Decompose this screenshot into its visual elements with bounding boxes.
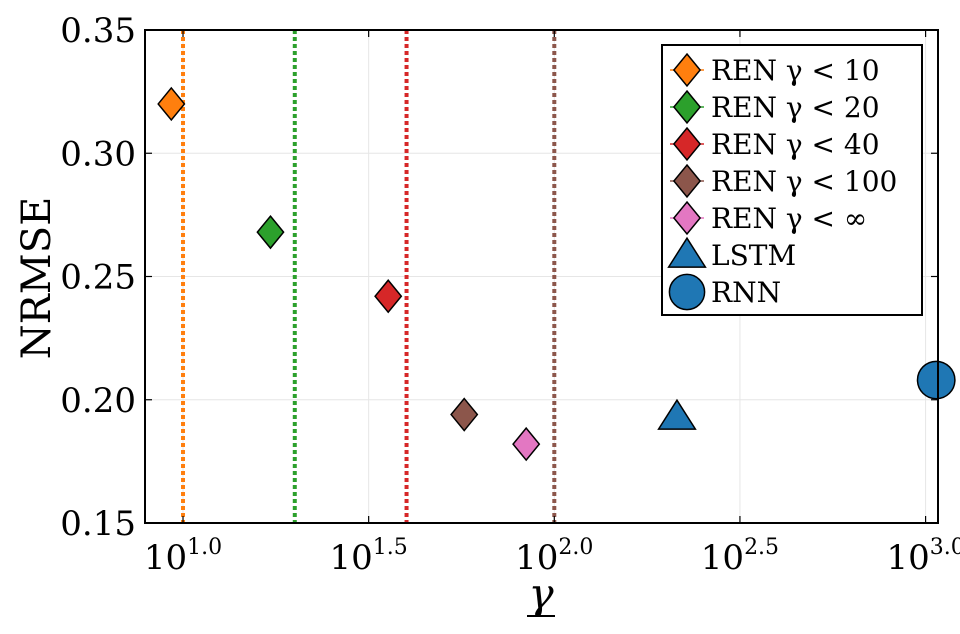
legend-entry: REN γ < 20 — [670, 89, 880, 125]
data-point — [157, 86, 186, 122]
y-tick-label: 0.15 — [60, 504, 136, 544]
x-axis-label-text: γ — [528, 569, 554, 618]
x-tick-label: 101.5 — [330, 535, 408, 578]
x-tick-label-exponent: 1.0 — [187, 535, 222, 560]
x-tick-label-exponent: 2.5 — [744, 535, 779, 560]
legend-marker — [668, 273, 706, 311]
legend-label: RNN — [711, 276, 781, 309]
x-tick-label: 102.5 — [701, 535, 779, 578]
legend-marker — [672, 200, 702, 236]
x-tick-label-base: 10 — [144, 538, 187, 578]
legend-marker — [672, 126, 702, 162]
legend-label: REN γ < 100 — [711, 165, 897, 198]
axis-ticks: 101.0 101.5 102.0 102.5 103.00.150.200.250.3… — [60, 11, 960, 578]
legend-entry: REN γ < 100 — [670, 163, 897, 199]
legend-marker — [672, 163, 702, 199]
y-tick-label: 0.35 — [60, 11, 136, 51]
x-tick-label: 101.0 — [144, 535, 222, 578]
legend-entry: LSTM — [667, 236, 796, 272]
x-tick-label-base: 10 — [886, 538, 929, 578]
data-point — [450, 397, 479, 432]
x-tick-label: 102.0 — [515, 535, 593, 578]
data-point — [916, 360, 956, 400]
y-tick-label: 0.30 — [60, 134, 136, 174]
data-point — [256, 214, 285, 250]
data-points — [157, 86, 956, 462]
legend-entry: RNN — [668, 273, 781, 311]
x-tick-label-exponent: 1.5 — [373, 535, 408, 560]
x-tick-label-exponent: 3.0 — [930, 535, 960, 560]
data-point — [374, 279, 403, 314]
x-tick-label-base: 10 — [701, 538, 744, 578]
x-tick-label-base: 10 — [330, 538, 373, 578]
y-tick-label: 0.25 — [60, 258, 136, 298]
x-tick-label-exponent: 2.0 — [558, 535, 593, 560]
legend-box — [661, 44, 923, 316]
legend-marker — [667, 236, 707, 268]
legend: REN γ < 10 REN γ < 20 REN γ < 40 REN γ < 10… — [661, 44, 923, 316]
legend-entry: REN γ < ∞ — [670, 200, 867, 236]
legend-marker — [672, 52, 702, 88]
y-tick-label: 0.20 — [60, 381, 136, 421]
bound-lines — [181, 30, 557, 523]
y-axis-label: NRMSE — [14, 197, 60, 360]
data-point — [657, 398, 697, 430]
legend-label: LSTM — [711, 239, 796, 272]
x-axis-label: γ — [527, 569, 555, 618]
legend-label: REN γ < 20 — [711, 91, 880, 124]
x-tick-label: 103.0 — [886, 535, 960, 578]
legend-label: REN γ < 10 — [711, 54, 880, 87]
legend-marker — [672, 89, 702, 125]
legend-label: REN γ < 40 — [711, 128, 880, 161]
x-tick-label-base: 10 — [515, 538, 558, 578]
legend-entry: REN γ < 40 — [670, 126, 880, 162]
data-point — [512, 426, 541, 462]
legend-entry: REN γ < 10 — [670, 52, 880, 88]
legend-label: REN γ < ∞ — [711, 202, 867, 235]
